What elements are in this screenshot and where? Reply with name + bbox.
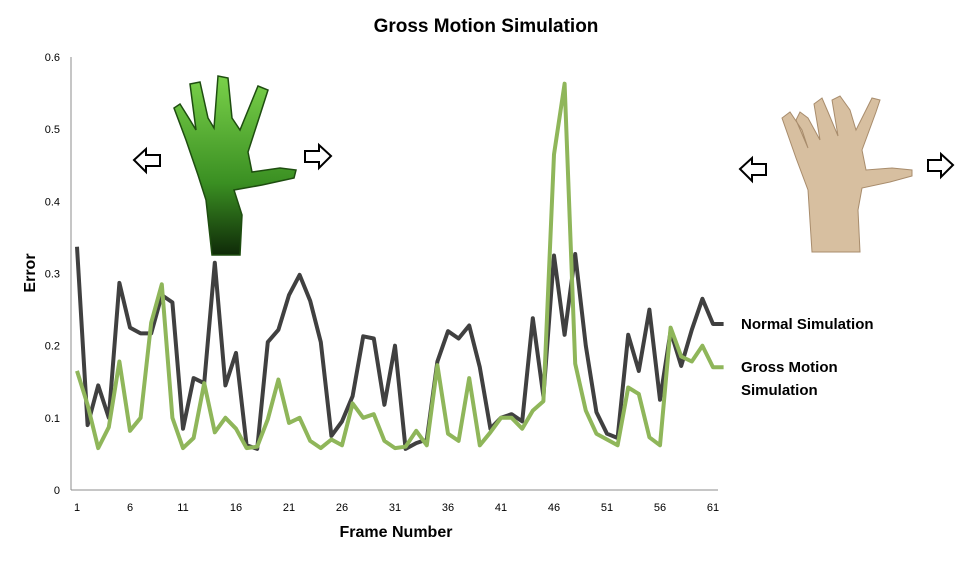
arrow-right-icon — [927, 151, 955, 180]
series-line-normal-simulation — [75, 246, 724, 451]
x-tick-label: 41 — [495, 502, 507, 514]
y-tick-label: 0 — [54, 485, 60, 497]
x-tick-label: 56 — [654, 502, 666, 514]
x-tick-label: 46 — [548, 502, 560, 514]
y-tick-label: 0.1 — [45, 413, 60, 425]
legend-label-gross-line1: Gross Motion — [741, 359, 838, 376]
chart-title: Gross Motion Simulation — [374, 16, 599, 37]
legend: Normal Simulation Gross Motion Simulatio… — [741, 316, 874, 399]
arrow-left-icon — [132, 146, 161, 175]
x-tick-label: 26 — [336, 502, 348, 514]
y-tick-label: 0.2 — [45, 341, 60, 353]
x-tick-label: 21 — [283, 502, 295, 514]
green-hand-model-icon — [173, 75, 297, 256]
y-tick-label: 0.6 — [45, 52, 60, 64]
real-hand-photo-icon — [781, 95, 913, 253]
y-tick-label: 0.5 — [45, 124, 60, 136]
arrow-left-icon — [738, 155, 767, 184]
series-line-gross-motion-simulation — [75, 81, 724, 451]
x-tick-label: 1 — [74, 502, 80, 514]
x-axis-ticks: 1 6 11 16 21 26 31 36 41 46 51 56 61 — [74, 502, 719, 514]
x-tick-label: 11 — [177, 502, 188, 514]
x-tick-label: 31 — [389, 502, 401, 514]
series-layer — [75, 81, 724, 451]
arrow-right-icon — [304, 142, 333, 171]
legend-label-normal: Normal Simulation — [741, 316, 874, 333]
x-tick-label: 51 — [601, 502, 613, 514]
y-axis-ticks: 0 0.1 0.2 0.3 0.4 0.5 0.6 — [45, 52, 60, 497]
y-axis-title: Error — [22, 253, 39, 292]
x-axis-title: Frame Number — [340, 524, 453, 541]
y-tick-label: 0.4 — [45, 196, 60, 208]
x-tick-label: 61 — [707, 502, 719, 514]
x-tick-label: 6 — [127, 502, 133, 514]
legend-label-gross-line2: Simulation — [741, 382, 818, 399]
x-tick-label: 16 — [230, 502, 242, 514]
x-tick-label: 36 — [442, 502, 454, 514]
y-tick-label: 0.3 — [45, 269, 60, 281]
